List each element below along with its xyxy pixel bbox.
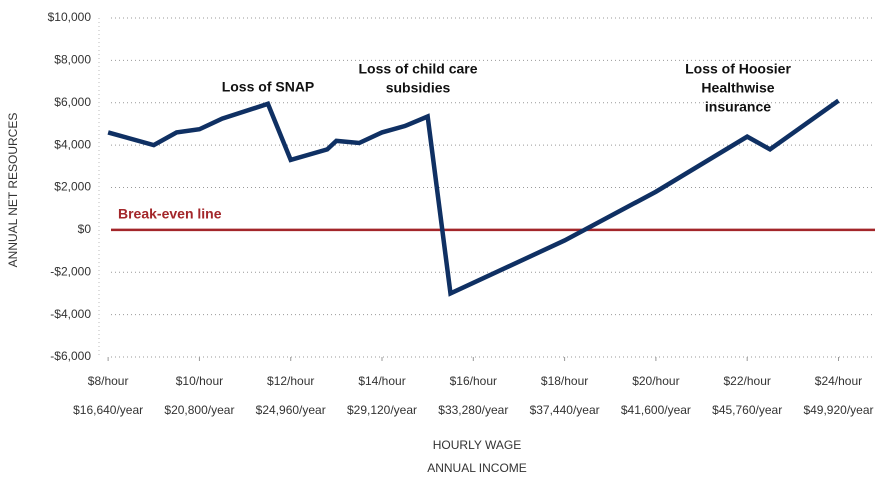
annotation: Loss of Hoosier [685,61,791,77]
x-tick-label: $8/hour [88,374,129,388]
x-tick-label-annual: $41,600/year [621,403,691,417]
x-tick-label: $22/hour [724,374,771,388]
y-tick-label: $8,000 [54,53,91,67]
x-tick-label: $10/hour [176,374,223,388]
y-tick-label: -$4,000 [50,307,91,321]
y-tick-label: $10,000 [48,10,92,24]
annotation: Loss of SNAP [222,79,315,95]
y-tick-label: -$2,000 [50,264,91,278]
annotation: insurance [705,99,771,115]
x-tick-label: $20/hour [632,374,679,388]
y-tick-label: $0 [78,222,92,236]
x-axis-label: HOURLY WAGE [433,438,521,452]
y-tick-label: $2,000 [54,180,91,194]
x-axis-label-2: ANNUAL INCOME [427,461,527,475]
x-tick-label: $24/hour [815,374,862,388]
annotation: Loss of child care [358,61,477,77]
y-tick-label: -$6,000 [50,349,91,363]
x-tick-label: $12/hour [267,374,314,388]
x-tick-label: $18/hour [541,374,588,388]
annotation: subsidies [386,80,451,96]
y-tick-label: $4,000 [54,137,91,151]
data-line [107,98,840,297]
x-tick-label: $16/hour [450,374,497,388]
x-tick-label-annual: $29,120/year [347,403,417,417]
x-tick-label-annual: $24,960/year [256,403,326,417]
y-axis-label: ANNUAL NET RESOURCES [6,113,20,268]
break-even-label: Break-even line [118,206,222,222]
x-tick-label-annual: $37,440/year [530,403,600,417]
x-tick-label-annual: $33,280/year [438,403,508,417]
x-tick-label-annual: $45,760/year [712,403,782,417]
x-tick-label: $14/hour [358,374,405,388]
x-tick-label-annual: $49,920/year [803,403,873,417]
y-tick-label: $6,000 [54,95,91,109]
x-tick-label-annual: $16,640/year [73,403,143,417]
annotation: Healthwise [701,80,774,96]
x-tick-label-annual: $20,800/year [164,403,234,417]
